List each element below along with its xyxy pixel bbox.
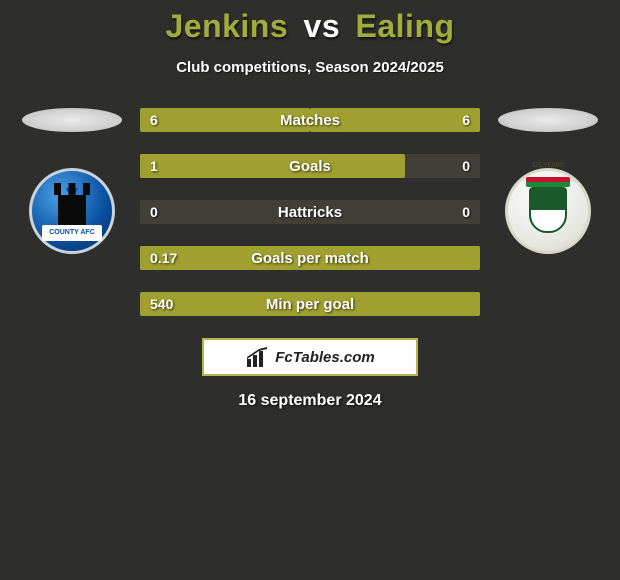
- crest-left-banner: COUNTY AFC: [42, 225, 102, 241]
- stat-bars: 66Matches 10Goals 00Hattricks 0.17Goals per…: [140, 108, 480, 316]
- page-title: Jenkins vs Ealing: [0, 0, 620, 45]
- player2-name: Ealing: [356, 8, 455, 44]
- stat-label: Goals per match: [140, 250, 480, 267]
- stat-row: 0.17Goals per match: [140, 246, 480, 270]
- right-platform: [498, 108, 598, 132]
- player1-name: Jenkins: [165, 8, 288, 44]
- left-platform: [22, 108, 122, 132]
- crest-shield-icon: [529, 187, 567, 233]
- left-crest: ▾ ▾ COUNTY AFC: [29, 168, 115, 254]
- stat-row: 66Matches: [140, 108, 480, 132]
- left-side: ▾ ▾ COUNTY AFC: [22, 108, 122, 254]
- stat-label: Goals: [140, 158, 480, 175]
- crest-right-inner: [520, 183, 576, 239]
- date-text: 16 september 2024: [0, 392, 620, 410]
- content-area: ▾ ▾ COUNTY AFC 66Matches 10Goals 00Hattric…: [0, 108, 620, 316]
- branding-badge[interactable]: FcTables.com: [202, 338, 418, 376]
- stat-row: 540Min per goal: [140, 292, 480, 316]
- stat-label: Min per goal: [140, 296, 480, 313]
- vs-text: vs: [304, 8, 341, 44]
- stat-row: 00Hattricks: [140, 200, 480, 224]
- stat-row: 10Goals: [140, 154, 480, 178]
- chart-icon: [245, 345, 269, 369]
- right-side: 125 YEARS: [498, 108, 598, 254]
- branding-text: FcTables.com: [275, 349, 374, 366]
- crest-flag-icon: [526, 177, 570, 187]
- subtitle: Club competitions, Season 2024/2025: [0, 59, 620, 76]
- right-crest: 125 YEARS: [505, 168, 591, 254]
- crest-right-ribbon: 125 YEARS: [496, 163, 600, 169]
- stat-label: Hattricks: [140, 204, 480, 221]
- stat-label: Matches: [140, 112, 480, 129]
